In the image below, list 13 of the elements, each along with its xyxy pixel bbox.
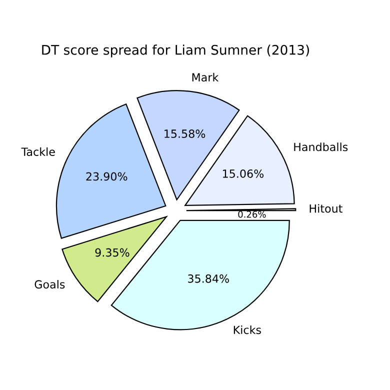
- data-label: 15.06%: [223, 169, 264, 178]
- data-label: 15.58%: [164, 130, 206, 138]
- chart-title: DT score spread for Liam Sumner (2013): [42, 44, 309, 58]
- slice-label: Handballs: [294, 142, 348, 152]
- slice-label: Tackle: [21, 147, 55, 156]
- slice-label: Hitout: [310, 204, 342, 213]
- data-label: 9.35%: [95, 248, 130, 257]
- data-label: 0.26%: [238, 210, 266, 218]
- slice-label: Mark: [192, 72, 219, 82]
- slice-label: Kicks: [234, 325, 261, 334]
- slice-label: Goals: [34, 280, 65, 289]
- data-label: 35.84%: [188, 274, 229, 283]
- data-label: 23.90%: [86, 172, 128, 181]
